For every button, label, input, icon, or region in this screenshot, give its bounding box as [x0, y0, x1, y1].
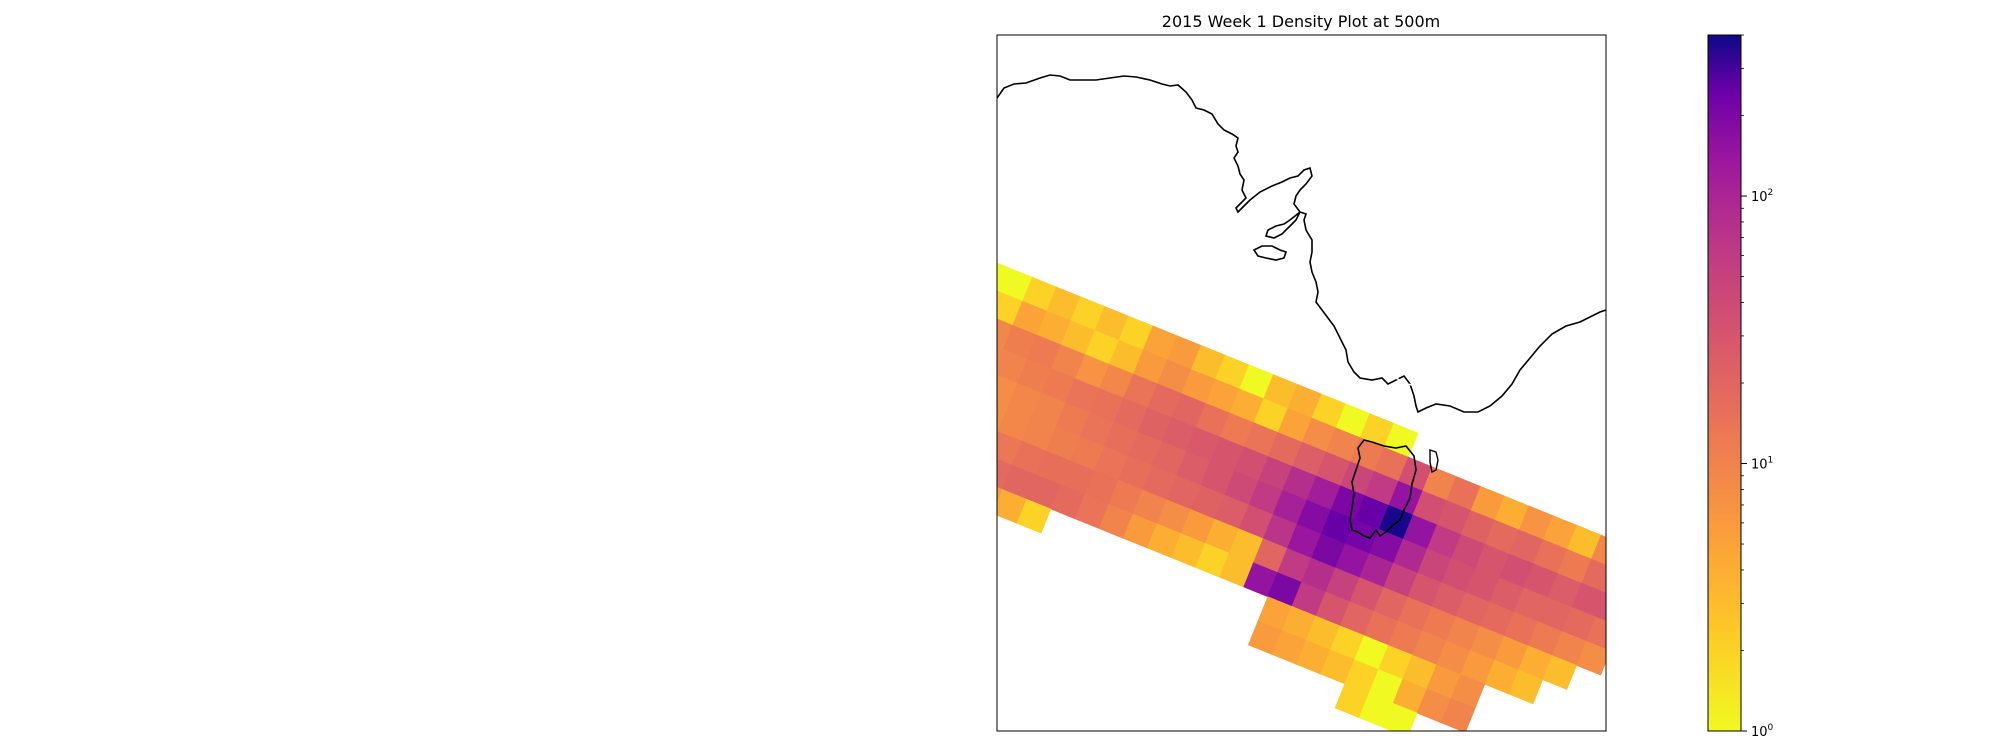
- density-cell: [896, 451, 930, 485]
- map-panel: [863, 34, 1708, 732]
- coastline-gulf-peninsula: [1264, 211, 1301, 239]
- density-cell: [863, 465, 897, 499]
- density-cell: [1382, 702, 1418, 731]
- colorbar-tick-label: 102: [1751, 188, 1773, 205]
- colorbar-ticks: 100 101 102: [1741, 34, 1774, 740]
- density-cell: [954, 446, 988, 480]
- density-cell: [1595, 592, 1606, 622]
- density-cell: [1016, 498, 1052, 534]
- density-cell: [945, 330, 979, 364]
- density-cell: [892, 393, 926, 427]
- density-cell: [911, 344, 945, 378]
- map-frame: [996, 34, 1607, 732]
- density-cell: [872, 441, 906, 475]
- colorbar-tick-label: 101: [1751, 456, 1773, 473]
- density-cell: [931, 296, 965, 330]
- density-cell: [916, 402, 950, 436]
- density-cell: [1542, 655, 1577, 690]
- density-cell: [950, 388, 984, 422]
- density-cell: [1508, 669, 1544, 705]
- density-cell: [940, 412, 974, 446]
- density-cell: [950, 248, 984, 282]
- density-cell: [1674, 540, 1708, 574]
- coastline-small-island: [1429, 449, 1439, 474]
- coastline-island: [1252, 245, 1288, 261]
- density-cells: [863, 248, 1708, 731]
- density-cell: [1620, 603, 1654, 637]
- density-cell: [960, 364, 994, 398]
- density-cell: [1616, 545, 1650, 579]
- density-cell: [887, 475, 921, 509]
- dashed-region-box: [1352, 349, 1432, 393]
- density-cell: [1654, 588, 1688, 622]
- density-cell: [1585, 616, 1606, 650]
- chart-title: 2015 Week 1 Density Plot at 500m: [1162, 12, 1440, 31]
- colorbar-tick-label: 100: [1751, 723, 1774, 740]
- density-cell: [1591, 534, 1606, 566]
- density-cell: [882, 417, 916, 451]
- density-cell: [945, 470, 979, 504]
- density-cell: [1576, 640, 1606, 676]
- density-cell: [930, 436, 964, 470]
- density-cell: [997, 290, 999, 297]
- density-cell: [1440, 698, 1476, 731]
- density-cell: [921, 460, 955, 494]
- colorbar: 100 101 102: [1707, 34, 1774, 740]
- density-cell: [955, 306, 989, 340]
- coastline-tasmania: [1349, 439, 1417, 539]
- density-cell: [921, 320, 955, 354]
- coastline-mainland: [997, 74, 1606, 414]
- density-cell: [1635, 637, 1669, 671]
- density-cell: [1664, 564, 1698, 598]
- density-cell: [1640, 555, 1674, 589]
- density-cell: [941, 272, 975, 306]
- density-cell: [906, 427, 940, 461]
- density-cell: [997, 430, 999, 435]
- density-cell: [926, 378, 960, 412]
- density-cell: [1630, 579, 1664, 613]
- density-cell: [1610, 627, 1644, 661]
- density-cell: [902, 369, 936, 403]
- density-cell: [1644, 613, 1678, 647]
- density-cell: [1605, 591, 1606, 594]
- density-cell: [935, 354, 969, 388]
- colorbar-fill: [1708, 35, 1741, 731]
